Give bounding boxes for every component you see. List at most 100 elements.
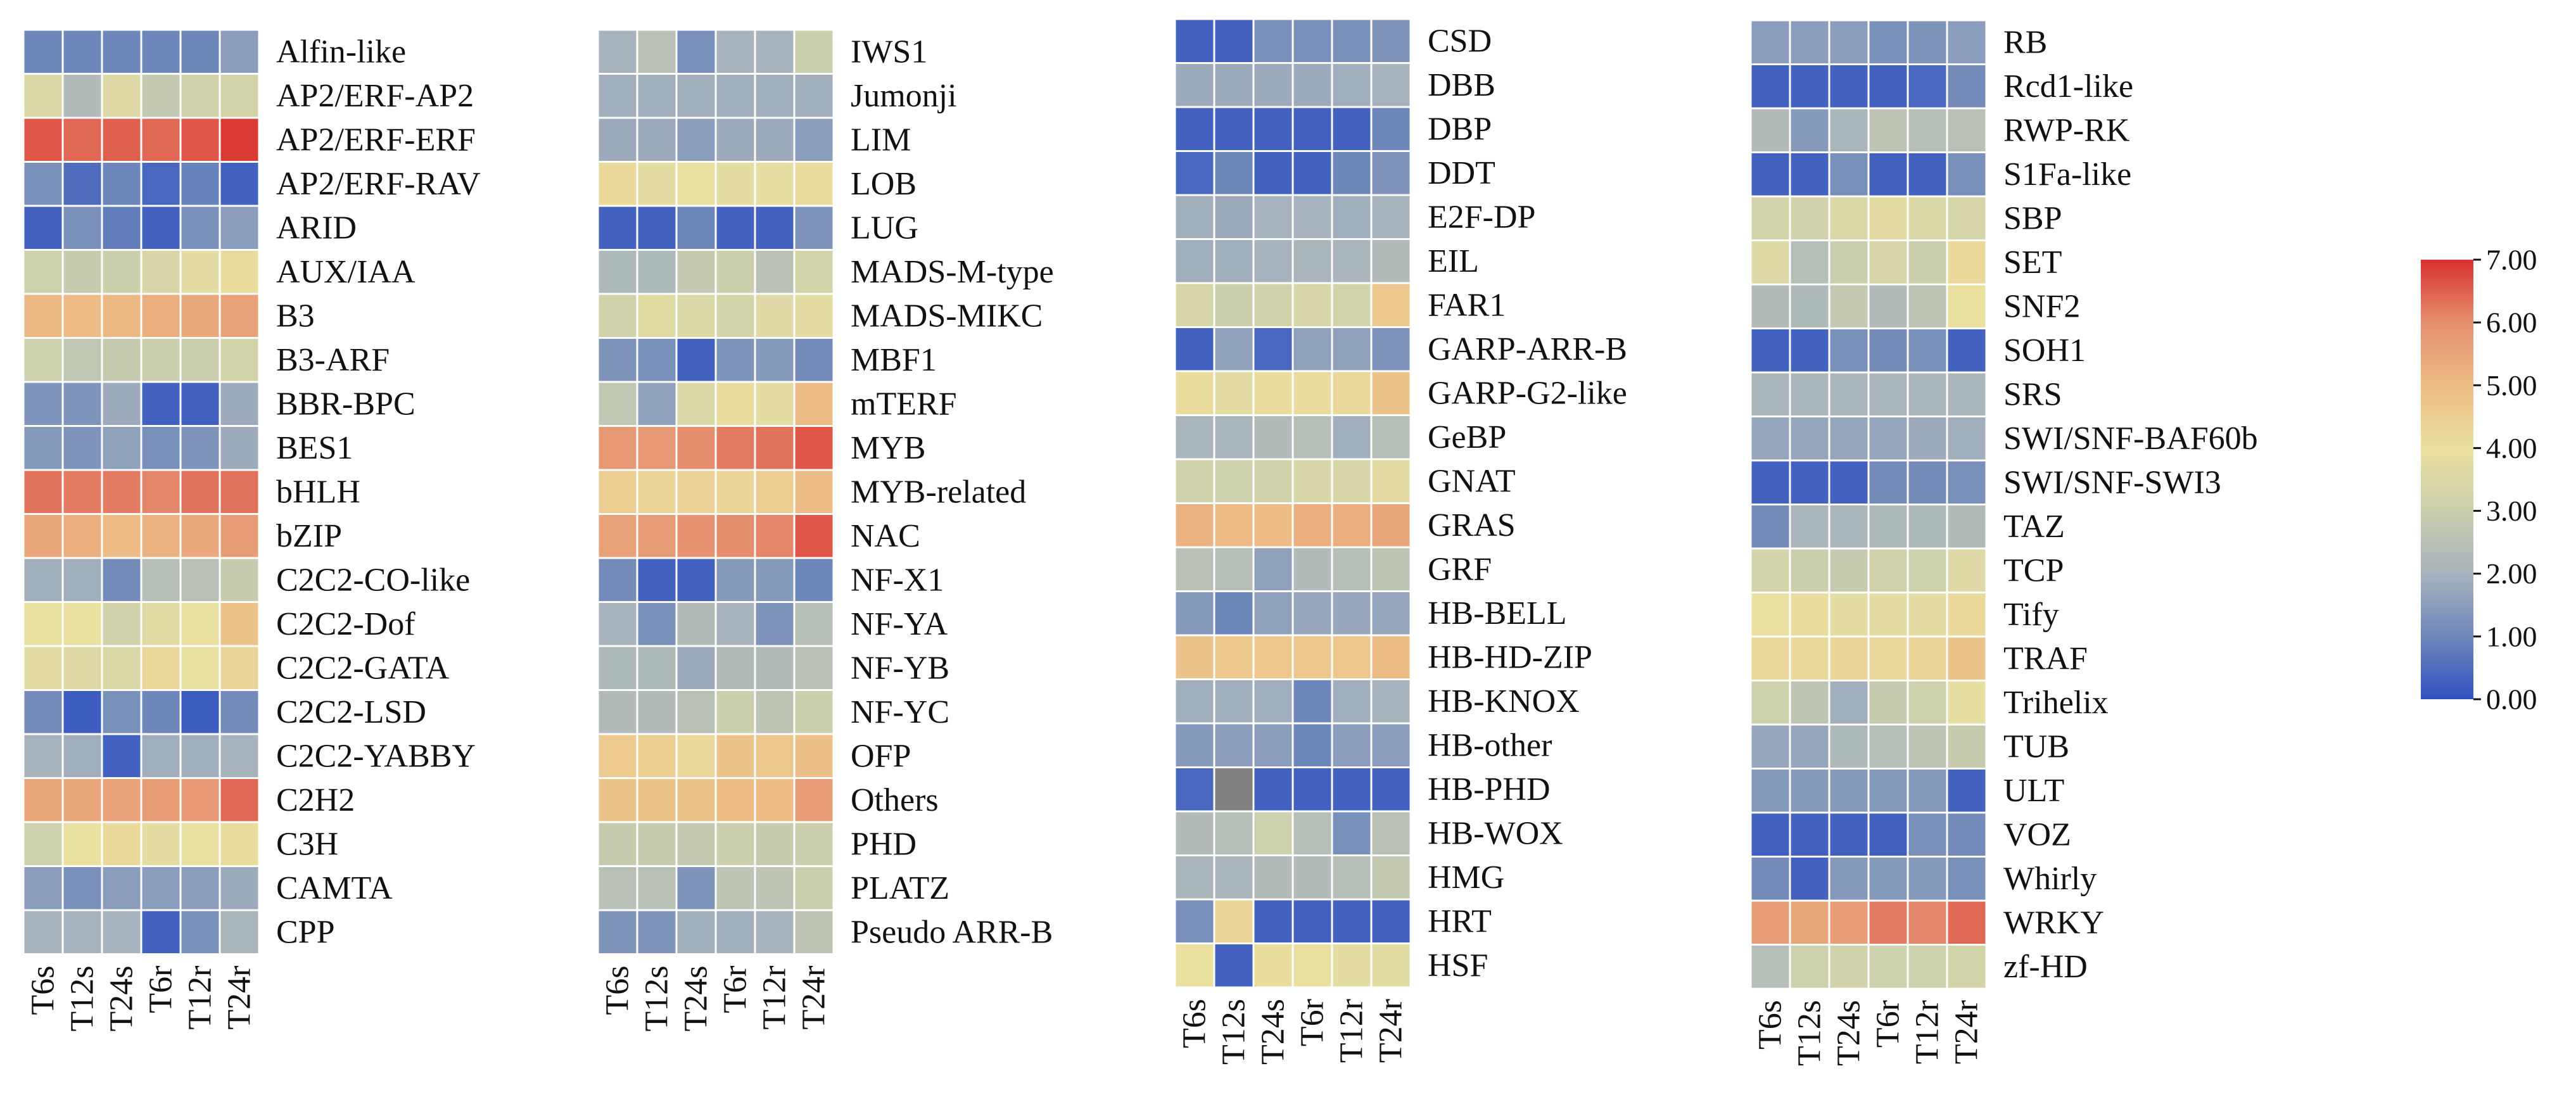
heatmap-cell — [1749, 415, 1791, 462]
heatmap-cell — [1828, 547, 1870, 593]
heatmap-cell — [1789, 547, 1830, 593]
heatmap-cell — [101, 645, 143, 691]
heatmap-cell — [1828, 680, 1870, 726]
heatmap-cell — [1867, 592, 1909, 638]
heatmap-cell — [1828, 944, 1870, 990]
heatmap-cell — [140, 645, 182, 691]
heatmap-cell — [1907, 371, 1948, 417]
heatmap-cell — [636, 205, 678, 251]
heatmap-cell — [1946, 680, 1988, 726]
heatmap-cell — [1946, 504, 1988, 550]
heatmap-cell — [754, 425, 796, 471]
row-label: C2C2-LSD — [276, 694, 426, 730]
row-label: MADS-M-type — [851, 254, 1054, 290]
heatmap-cell — [1946, 768, 1988, 814]
heatmap-cell — [101, 29, 143, 75]
heatmap-cell — [140, 381, 182, 427]
heatmap-cell — [219, 337, 260, 383]
heatmap-cell — [793, 557, 835, 603]
heatmap-cell — [101, 161, 143, 207]
heatmap-cell — [1789, 415, 1830, 462]
heatmap-cell — [1749, 107, 1791, 153]
column-label: T6r — [1295, 999, 1331, 1046]
row-label: GNAT — [1428, 463, 1516, 499]
heatmap-cell — [179, 733, 221, 779]
heatmap-cell — [754, 601, 796, 647]
column-label: T12r — [757, 966, 793, 1030]
heatmap-cell — [61, 161, 103, 207]
row-label: CSD — [1428, 23, 1492, 59]
row-label: ULT — [2003, 773, 2064, 809]
heatmap-cell — [1867, 944, 1909, 990]
heatmap-cell — [1867, 723, 1909, 770]
heatmap-cell — [1252, 854, 1294, 901]
row-label: mTERF — [851, 386, 957, 422]
heatmap-cell — [636, 293, 678, 339]
row-label: SBP — [2003, 200, 2062, 236]
heatmap-cell — [675, 601, 717, 647]
heatmap-cell — [636, 117, 678, 163]
heatmap-cell — [675, 293, 717, 339]
heatmap-cell — [1252, 370, 1294, 416]
heatmap-cell — [1370, 106, 1412, 152]
heatmap-cell — [179, 73, 221, 119]
row-label: FAR1 — [1428, 287, 1506, 323]
row-label: Others — [851, 782, 939, 818]
row-label: C2H2 — [276, 782, 355, 818]
heatmap-cell — [140, 601, 182, 647]
column-label: T12r — [182, 966, 219, 1030]
heatmap-cell — [675, 205, 717, 251]
heatmap-cell — [754, 513, 796, 559]
row-label: SNF2 — [2003, 288, 2080, 324]
heatmap-cell — [219, 161, 260, 207]
heatmap-cell — [219, 645, 260, 691]
heatmap-cell — [1174, 326, 1215, 372]
heatmap-cell — [1370, 414, 1412, 460]
heatmap-cell — [1867, 151, 1909, 198]
heatmap-cell — [1291, 106, 1333, 152]
row-label: AUX/IAA — [276, 254, 416, 290]
heatmap-cell — [793, 865, 835, 911]
heatmap-cell — [1370, 942, 1412, 989]
column-label: T24r — [222, 966, 258, 1030]
heatmap-cell — [61, 381, 103, 427]
heatmap-cell — [1946, 944, 1988, 990]
heatmap-cell — [793, 513, 835, 559]
heatmap-cell — [793, 733, 835, 779]
heatmap-cell — [1749, 151, 1791, 198]
heatmap-cell — [61, 249, 103, 295]
column-label: T24s — [1255, 999, 1291, 1065]
heatmap-cell — [675, 557, 717, 603]
heatmap-cell — [1907, 547, 1948, 593]
heatmap-cell — [1331, 722, 1373, 768]
heatmap-cell — [61, 821, 103, 867]
heatmap-cell — [101, 821, 143, 867]
heatmap-cell — [1946, 63, 1988, 110]
heatmap-cell — [179, 645, 221, 691]
heatmap-cell — [179, 777, 221, 823]
heatmap-cell — [22, 601, 64, 647]
heatmap-cell — [1291, 62, 1333, 108]
heatmap-cell — [675, 909, 717, 955]
heatmap-cell — [793, 249, 835, 295]
heatmap-cell — [636, 337, 678, 383]
heatmap-cell — [1331, 502, 1373, 548]
heatmap-cell — [1291, 898, 1333, 944]
heatmap-cell — [1749, 811, 1791, 858]
row-label: Alfin-like — [276, 34, 406, 70]
heatmap-cell — [22, 513, 64, 559]
heatmap-cell — [219, 249, 260, 295]
heatmap-cell — [101, 381, 143, 427]
heatmap-cell — [140, 337, 182, 383]
heatmap-cell — [1828, 283, 1870, 329]
row-label: E2F-DP — [1428, 199, 1535, 235]
heatmap-cell — [1252, 326, 1294, 372]
heatmap-cell — [1252, 106, 1294, 152]
heatmap-cell — [219, 293, 260, 339]
heatmap-cell — [675, 777, 717, 823]
heatmap-cell — [1252, 18, 1294, 64]
column-label: T6s — [1177, 999, 1213, 1048]
heatmap-cell — [1907, 944, 1948, 990]
heatmap-cell — [1907, 239, 1948, 286]
